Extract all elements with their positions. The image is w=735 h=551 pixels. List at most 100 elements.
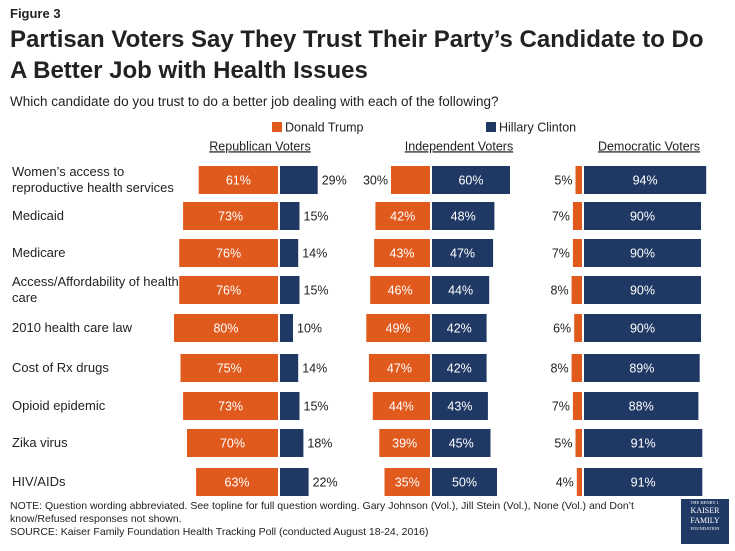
bar — [183, 392, 278, 420]
bar — [432, 314, 487, 342]
bar — [432, 202, 495, 230]
bar — [384, 468, 430, 496]
bar — [575, 166, 582, 194]
value-label: 80% — [213, 321, 238, 335]
value-label: 5% — [554, 436, 572, 450]
value-label: 90% — [630, 246, 655, 260]
bar — [179, 239, 278, 267]
value-label: 30% — [363, 173, 388, 187]
category-label: 2010 health care law — [12, 320, 132, 335]
bar — [584, 239, 701, 267]
logo: THE HENRY J. KAISER FAMILY FOUNDATION — [681, 499, 729, 544]
bar — [280, 202, 300, 230]
bar — [432, 429, 491, 457]
value-label: 7% — [552, 246, 570, 260]
bar — [280, 314, 293, 342]
value-label: 22% — [313, 475, 338, 489]
bar — [432, 239, 494, 267]
value-label: 7% — [552, 399, 570, 413]
category-label: Access/Affordability of health care — [12, 274, 179, 305]
bar — [584, 314, 701, 342]
value-label: 70% — [220, 436, 245, 450]
bar — [379, 429, 430, 457]
bar — [374, 239, 430, 267]
value-label: 91% — [631, 436, 656, 450]
legend-swatch — [486, 122, 496, 132]
bar — [196, 468, 278, 496]
bar — [372, 392, 430, 420]
bar — [280, 166, 318, 194]
value-label: 60% — [458, 173, 483, 187]
value-label: 48% — [451, 209, 476, 223]
figure-label: Figure 3 — [10, 6, 61, 21]
value-label: 42% — [447, 321, 472, 335]
bar — [572, 392, 582, 420]
value-label: 46% — [388, 283, 413, 297]
value-label: 75% — [217, 361, 242, 375]
notes: NOTE: Question wording abbreviated. See … — [10, 500, 670, 539]
value-label: 94% — [633, 173, 658, 187]
source: SOURCE: Kaiser Family Foundation Health … — [10, 526, 429, 538]
bar — [432, 276, 490, 304]
bar — [280, 239, 299, 267]
value-label: 90% — [630, 321, 655, 335]
value-label: 49% — [386, 321, 411, 335]
value-label: 15% — [304, 209, 329, 223]
value-label: 29% — [322, 173, 347, 187]
value-label: 47% — [450, 246, 475, 260]
bar — [584, 392, 699, 420]
category-label: Opioid epidemic — [12, 398, 106, 413]
value-label: 14% — [302, 246, 327, 260]
logo-text: THE HENRY J. — [690, 500, 720, 505]
value-label: 8% — [551, 283, 569, 297]
logo-text: FAMILY — [690, 516, 720, 525]
bar — [584, 468, 703, 496]
value-label: 39% — [392, 436, 417, 450]
chart-title: Partisan Voters Say They Trust Their Par… — [10, 26, 704, 84]
value-label: 4% — [556, 475, 574, 489]
category-label: Women’s access to reproductive health se… — [12, 164, 174, 195]
value-label: 44% — [389, 399, 414, 413]
bar — [366, 314, 430, 342]
bar — [280, 392, 300, 420]
bar — [574, 314, 582, 342]
legend-label: Donald Trump — [285, 120, 364, 134]
value-label: 5% — [554, 173, 572, 187]
value-label: 10% — [297, 321, 322, 335]
legend-swatch — [272, 122, 282, 132]
bar — [174, 314, 278, 342]
category-label: Cost of Rx drugs — [12, 360, 109, 375]
bar — [432, 392, 488, 420]
bar — [584, 429, 703, 457]
bar — [432, 166, 510, 194]
panel-title: Democratic Voters — [598, 139, 700, 153]
value-label: 50% — [452, 475, 477, 489]
value-label: 35% — [395, 475, 420, 489]
bar — [368, 354, 430, 382]
panel-title: Republican Voters — [209, 139, 310, 153]
value-label: 73% — [218, 209, 243, 223]
bar — [571, 354, 582, 382]
bar — [280, 429, 304, 457]
value-label: 15% — [304, 283, 329, 297]
bar — [584, 354, 700, 382]
category-label: Medicaid — [12, 208, 65, 223]
value-label: 18% — [307, 436, 332, 450]
bar — [572, 239, 582, 267]
value-label: 45% — [449, 436, 474, 450]
value-label: 47% — [387, 361, 412, 375]
value-label: 90% — [630, 283, 655, 297]
bar — [375, 202, 430, 230]
legend-label: Hillary Clinton — [499, 120, 576, 134]
category-label: HIV/AIDs — [12, 474, 66, 489]
bar — [180, 354, 278, 382]
bar — [370, 276, 430, 304]
bar — [183, 202, 278, 230]
bar — [576, 468, 582, 496]
value-label: 6% — [553, 321, 571, 335]
category-label: Medicare — [12, 245, 66, 260]
logo-text: KAISER — [690, 506, 720, 515]
bar — [584, 276, 701, 304]
